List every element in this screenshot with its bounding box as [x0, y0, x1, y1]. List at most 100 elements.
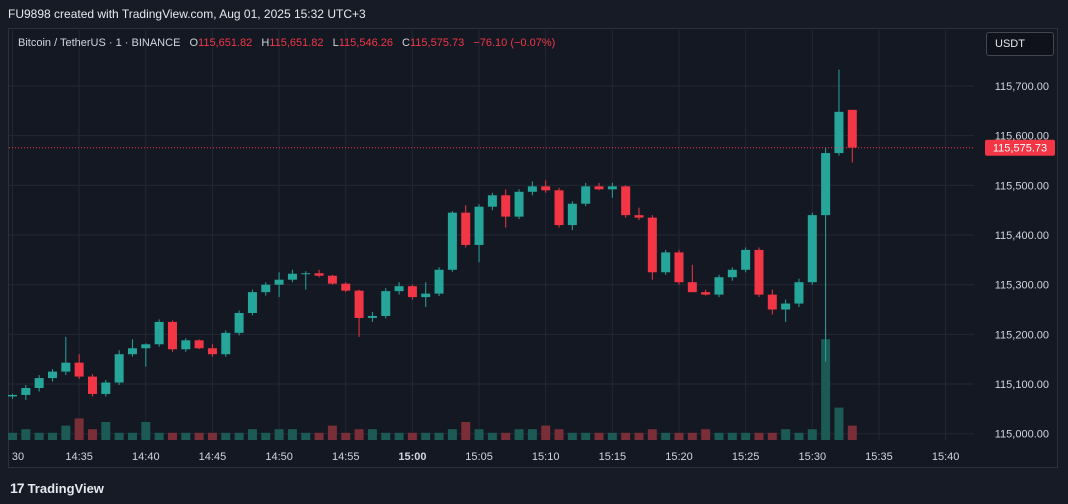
candle-body[interactable] — [141, 344, 151, 349]
time-tick-label: 30 — [12, 451, 24, 463]
candle-body[interactable] — [234, 312, 244, 333]
time-tick-label: 14:45 — [199, 451, 227, 463]
candle-body[interactable] — [314, 273, 324, 276]
candle-body[interactable] — [367, 315, 377, 318]
candle-body[interactable] — [674, 252, 684, 283]
time-tick-label: 15:35 — [865, 451, 893, 463]
last-price-label: 115,575.73 — [993, 143, 1047, 155]
candle-body[interactable] — [434, 269, 444, 294]
volume-bar — [661, 432, 671, 440]
symbol-label[interactable]: Bitcoin / TetherUS · 1 · BINANCE — [18, 37, 181, 49]
volume-bar — [61, 425, 71, 440]
candle-body[interactable] — [221, 332, 231, 355]
candle-body[interactable] — [594, 186, 604, 190]
candle-body[interactable] — [647, 217, 657, 273]
time-tick-label: 14:35 — [65, 451, 93, 463]
volume-bar — [87, 429, 97, 440]
candle-body[interactable] — [301, 273, 311, 275]
candle-body[interactable] — [274, 279, 284, 285]
price-tick-label: 115,700.00 — [995, 81, 1049, 93]
candle-body[interactable] — [727, 269, 737, 278]
candle-body[interactable] — [541, 186, 551, 191]
volume-bar — [767, 432, 777, 440]
candle-body[interactable] — [61, 362, 71, 372]
candle-body[interactable] — [741, 249, 751, 270]
volume-bar — [594, 432, 604, 440]
candle-body[interactable] — [474, 206, 484, 245]
candle-body[interactable] — [34, 378, 44, 388]
volume-bar — [634, 432, 644, 440]
volume-bar — [101, 422, 111, 440]
candles — [8, 69, 857, 400]
volume-bar — [287, 429, 297, 440]
candle-body[interactable] — [154, 321, 164, 345]
candle-body[interactable] — [421, 293, 431, 298]
candle-body[interactable] — [21, 387, 31, 395]
candle-body[interactable] — [754, 249, 764, 295]
candle-body[interactable] — [487, 195, 497, 207]
candle-body[interactable] — [781, 303, 791, 310]
volume-bar — [821, 339, 831, 440]
volume-bar — [727, 432, 737, 440]
candle-body[interactable] — [794, 282, 804, 304]
candle-body[interactable] — [381, 291, 391, 316]
tradingview-logo-icon: 17 — [10, 480, 25, 496]
candle-body[interactable] — [327, 275, 337, 284]
candle-body[interactable] — [527, 186, 537, 192]
chart-frame — [8, 28, 1058, 468]
volume-bar — [381, 432, 391, 440]
volume-bar — [34, 432, 44, 440]
candle-body[interactable] — [767, 294, 777, 310]
candle-body[interactable] — [567, 203, 577, 226]
volume-bar — [141, 422, 151, 440]
candle-body[interactable] — [8, 394, 17, 397]
candle-body[interactable] — [74, 362, 84, 377]
candle-body[interactable] — [581, 186, 591, 204]
candle-body[interactable] — [87, 376, 97, 394]
candle-body[interactable] — [701, 292, 711, 295]
price-tick-label: 115,600.00 — [995, 131, 1049, 143]
candle-body[interactable] — [461, 212, 471, 245]
candle-body[interactable] — [394, 286, 404, 292]
candle-body[interactable] — [821, 153, 831, 216]
candle-body[interactable] — [501, 195, 511, 217]
candle-body[interactable] — [714, 277, 724, 295]
candle-body[interactable] — [514, 191, 524, 217]
candle-body[interactable] — [847, 109, 857, 148]
candle-body[interactable] — [447, 212, 457, 270]
candle-body[interactable] — [354, 290, 364, 318]
candle-body[interactable] — [807, 215, 817, 283]
volume-bar — [447, 429, 457, 440]
candle-body[interactable] — [181, 340, 191, 350]
volume-bar — [341, 432, 351, 440]
candle-body[interactable] — [167, 321, 177, 350]
candle-body[interactable] — [101, 382, 111, 394]
candle-body[interactable] — [834, 111, 844, 154]
candle-body[interactable] — [607, 186, 617, 190]
candle-body[interactable] — [247, 292, 257, 313]
volume-bar — [274, 429, 284, 440]
candle-body[interactable] — [687, 282, 697, 293]
time-tick-label: 15:40 — [932, 451, 960, 463]
candle-body[interactable] — [287, 273, 297, 280]
candle-body[interactable] — [127, 348, 137, 355]
candle-body[interactable] — [47, 371, 57, 379]
last-price-badge — [985, 139, 1055, 156]
volume-bar — [514, 429, 524, 440]
currency-button[interactable]: USDT — [986, 32, 1054, 56]
candle-body[interactable] — [661, 252, 671, 273]
volume-bar — [581, 432, 591, 440]
high-value: 115,651.82 — [269, 37, 324, 49]
candle-body[interactable] — [634, 215, 644, 218]
candle-body[interactable] — [114, 354, 124, 383]
candle-body[interactable] — [194, 340, 204, 349]
candle-body[interactable] — [261, 284, 271, 293]
candle-body[interactable] — [407, 286, 417, 298]
candle-body[interactable] — [207, 348, 217, 355]
volume-bar — [181, 432, 191, 440]
candle-body[interactable] — [621, 186, 631, 216]
candle-body[interactable] — [554, 190, 564, 226]
volume-bar — [8, 432, 17, 440]
candle-body[interactable] — [341, 283, 351, 291]
